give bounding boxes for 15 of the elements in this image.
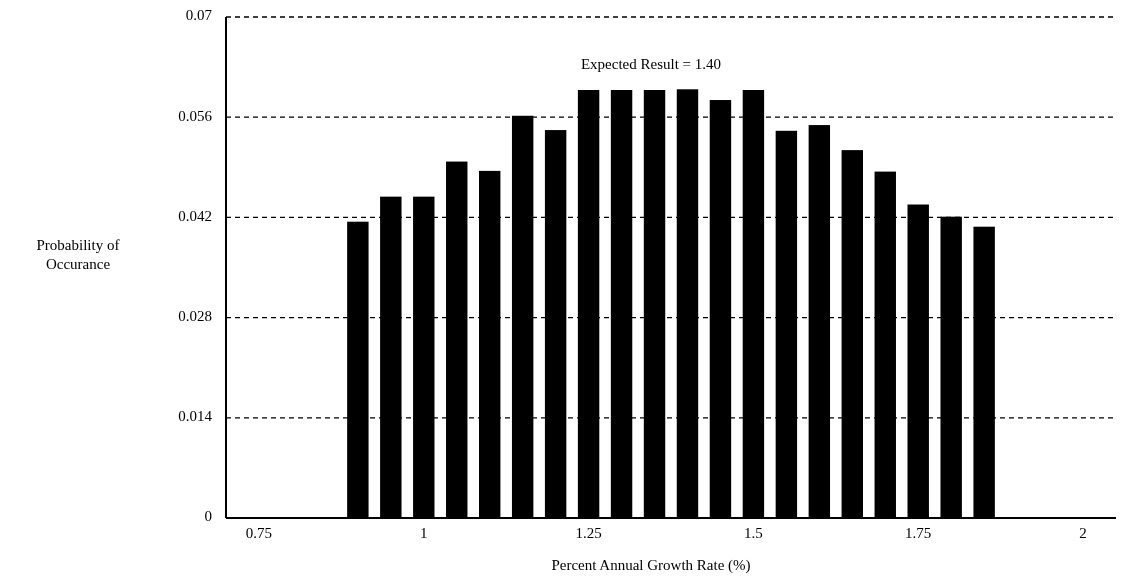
y-tick-label: 0.056 bbox=[178, 107, 213, 124]
y-tick-label: 0.042 bbox=[178, 207, 212, 224]
x-tick-label: 0.75 bbox=[245, 525, 273, 541]
y-tick-label: 0.028 bbox=[178, 308, 212, 325]
y-tick-label: 0.014 bbox=[178, 408, 213, 425]
x-tick-label: 1.25 bbox=[575, 525, 602, 541]
x-tick-label: 2 bbox=[1079, 525, 1087, 541]
y-tick-label: 0.07 bbox=[185, 7, 213, 24]
annotation: Expected Result = 1.40 bbox=[580, 56, 722, 72]
x-tick-label: 1.75 bbox=[905, 525, 932, 541]
x-axis-title: Percent Annual Growth Rate (%) bbox=[551, 557, 751, 574]
x-tick-label: 1.5 bbox=[744, 525, 763, 541]
y-axis-title: Probability of Occurance bbox=[36, 236, 120, 272]
x-tick-label: 1 bbox=[420, 525, 428, 541]
y-tick-label: 0 bbox=[204, 508, 212, 525]
